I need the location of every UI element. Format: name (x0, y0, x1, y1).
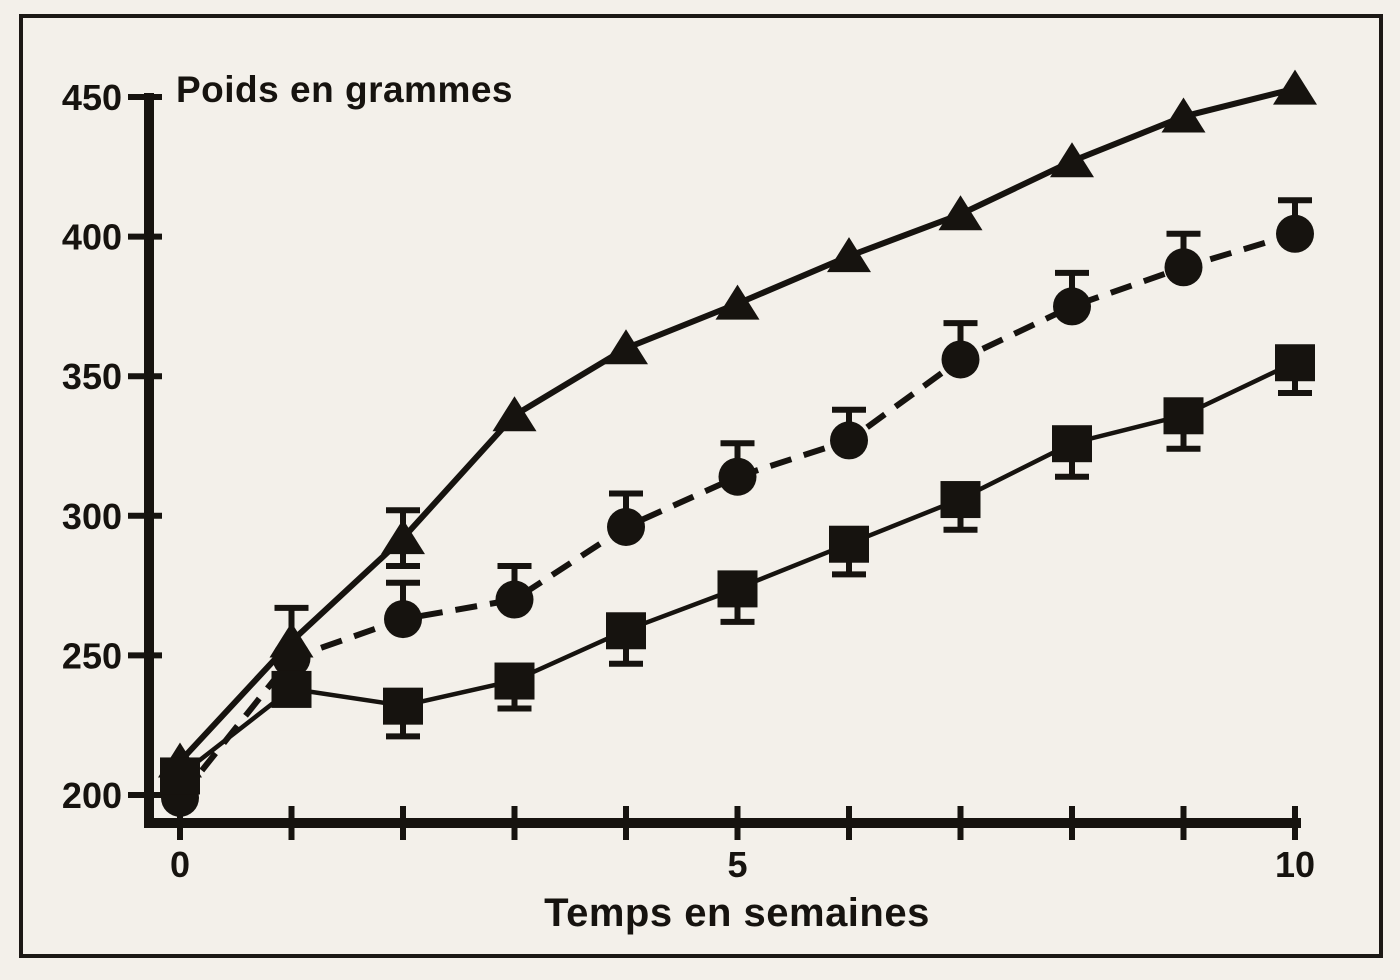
square-marker (1052, 425, 1092, 463)
y-tick-label: 450 (62, 77, 122, 118)
circle-marker (941, 340, 980, 379)
square-marker (383, 687, 423, 725)
circle-marker (718, 457, 757, 496)
x-tick-label: 10 (1275, 844, 1315, 885)
square-marker (717, 570, 758, 608)
square-marker (940, 481, 981, 519)
triangle-marker (1050, 142, 1094, 178)
triangle-series-line (177, 85, 1296, 764)
square-marker (160, 757, 200, 795)
square-marker (829, 525, 869, 563)
triangle-marker (1161, 97, 1206, 133)
circle-marker (495, 580, 534, 619)
y-tick-label: 350 (62, 356, 122, 397)
square-marker (606, 612, 646, 650)
triangle-marker (938, 195, 983, 231)
triangle-marker (604, 329, 648, 365)
chart-frame (19, 14, 1383, 958)
x-tick-label: 5 (727, 844, 747, 885)
square-marker (494, 662, 535, 700)
triangle-marker (492, 396, 537, 432)
circle-marker (384, 600, 422, 639)
y-tick-label: 400 (62, 217, 122, 258)
triangle-marker (381, 519, 425, 555)
y-tick-label: 250 (62, 635, 122, 676)
circle-marker (1276, 214, 1314, 253)
x-tick-label: 0 (170, 844, 190, 885)
square-series-line (178, 360, 1296, 778)
square-marker (1275, 344, 1315, 382)
triangle-marker (715, 284, 760, 320)
y-axis-title: Poids en grammes (176, 69, 514, 110)
square-marker (271, 670, 312, 708)
circle-marker (1164, 248, 1203, 287)
circle-marker (607, 507, 645, 546)
square-marker (1163, 397, 1204, 435)
x-axis-title: Temps en semaines (544, 891, 930, 935)
circle-marker (1053, 287, 1091, 326)
circle-marker (830, 421, 868, 460)
circle-marker (272, 639, 311, 678)
triangle-marker (1273, 69, 1317, 105)
triangle-marker (827, 237, 871, 273)
y-tick-label: 200 (62, 775, 122, 816)
y-tick-label: 300 (62, 496, 122, 537)
